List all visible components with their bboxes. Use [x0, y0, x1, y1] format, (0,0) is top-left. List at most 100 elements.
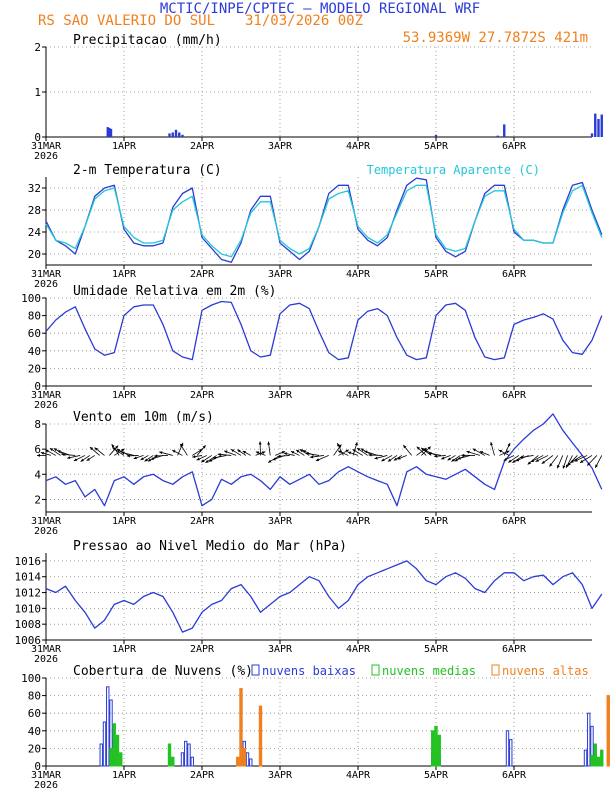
- wind-vector-head: [218, 453, 221, 456]
- clouds-bar: [237, 757, 239, 766]
- wind-x-tick-label: 2APR: [190, 516, 215, 527]
- clouds-bar: [246, 753, 248, 766]
- temp-x-tick-label: 6APR: [502, 269, 527, 280]
- clouds-bar: [116, 735, 118, 766]
- precip-x-tick-label: 4APR: [346, 141, 371, 152]
- clouds-y-tick-label: 60: [28, 707, 41, 720]
- temp-title: 2-m Temperatura (C): [73, 163, 222, 178]
- clouds-bar: [172, 757, 174, 766]
- wind-title: Vento em 10m (m/s): [73, 410, 214, 425]
- precip-x-tick-label: 3APR: [268, 141, 293, 152]
- precip-bar: [601, 115, 603, 138]
- wind-x-tick-label: 5APR: [424, 516, 449, 527]
- temp-x-tick-label: 5APR: [424, 269, 449, 280]
- rh-x-tick-label: 6APR: [502, 390, 527, 401]
- pressure-x-tick-label: 3APR: [268, 644, 293, 655]
- rh-x-tick-label: 2APR: [190, 390, 215, 401]
- pressure-y-tick-label: 1010: [15, 602, 42, 615]
- precip-y-tick-label: 2: [34, 41, 41, 54]
- rh-x-tick-label: 4APR: [346, 390, 371, 401]
- pressure-y-tick-label: 1012: [15, 587, 42, 600]
- clouds-bar: [181, 753, 183, 766]
- clouds-bar: [250, 759, 252, 766]
- rh-x-tick-label: 1APR: [112, 390, 137, 401]
- clouds-bar: [185, 741, 187, 766]
- clouds-bar: [510, 740, 512, 766]
- pressure-title: Pressao ao Nivel Medio do Mar (hPa): [73, 539, 347, 554]
- clouds-x-tick-label: 1APR: [112, 770, 137, 781]
- clouds-x-tick-label: 5APR: [424, 770, 449, 781]
- clouds-bar: [601, 750, 603, 766]
- wind-y-tick-label: 2: [34, 493, 41, 506]
- pressure-x-tick-label: 1APR: [112, 644, 137, 655]
- cloud-legend-swatch: [372, 665, 379, 675]
- precip-bar: [175, 130, 177, 137]
- temp-y-tick-label: 20: [28, 248, 41, 261]
- wind-vector-head: [348, 452, 351, 455]
- rh-y-tick-label: 100: [21, 292, 41, 305]
- precip-x-tick-label: 2APR: [190, 141, 215, 152]
- temp-y-tick-label: 24: [28, 226, 42, 239]
- pressure-y-tick-label: 1008: [15, 618, 42, 631]
- temp-x-tick-label: 2APR: [190, 269, 215, 280]
- clouds-bar: [584, 750, 586, 766]
- precip-bar: [168, 133, 170, 137]
- rh-x-tick-label: 3APR: [268, 390, 293, 401]
- clouds-bar: [191, 757, 193, 766]
- clouds-bar: [506, 731, 508, 766]
- clouds-bar: [597, 757, 599, 766]
- cloud-legend-swatch: [252, 665, 259, 675]
- precip-x-tick-label: 1APR: [112, 141, 137, 152]
- clouds-bar: [435, 726, 437, 766]
- clouds-x-tick-label: 4APR: [346, 770, 371, 781]
- wind-x-tick-label: 6APR: [502, 516, 527, 527]
- clouds-bar: [594, 744, 596, 766]
- clouds-bar: [438, 735, 440, 766]
- clouds-bar: [591, 755, 593, 766]
- rh-x-tick-label: 5APR: [424, 390, 449, 401]
- cloud-legend-swatch: [492, 665, 499, 675]
- cloud-legend-label: nuvens altas: [502, 664, 589, 678]
- rh-y-tick-label: 20: [28, 362, 41, 375]
- clouds-x-tick-label: 3APR: [268, 770, 293, 781]
- header-run-time: 31/03/2026 00Z: [245, 13, 363, 29]
- rh-y-tick-label: 80: [28, 310, 41, 323]
- pressure-line-blue: [46, 561, 602, 632]
- clouds-x-year-label: 2026: [34, 780, 58, 791]
- wind-x-year-label: 2026: [34, 526, 58, 537]
- wind-x-tick-label: 4APR: [346, 516, 371, 527]
- cloud-legend-label: nuvens baixas: [262, 664, 356, 678]
- rh-y-tick-label: 60: [28, 327, 41, 340]
- precip-bar: [597, 119, 599, 137]
- clouds-bar: [103, 722, 105, 766]
- temp-legend-apparent: Temperatura Aparente (C): [367, 163, 540, 177]
- temp-y-tick-label: 32: [28, 182, 41, 195]
- wind-vector-head: [259, 441, 262, 444]
- wind-vector-head: [134, 456, 137, 459]
- pressure-x-year-label: 2026: [34, 654, 58, 665]
- clouds-y-tick-label: 100: [21, 672, 41, 685]
- precip-x-tick-label: 6APR: [502, 141, 527, 152]
- clouds-y-tick-label: 40: [28, 725, 41, 738]
- clouds-x-tick-label: 2APR: [190, 770, 215, 781]
- clouds-x-tick-label: 6APR: [502, 770, 527, 781]
- clouds-y-tick-label: 20: [28, 742, 41, 755]
- clouds-bar: [240, 689, 242, 766]
- clouds-bar: [432, 731, 434, 766]
- clouds-bar: [588, 713, 590, 766]
- precip-title: Precipitacao (mm/h): [73, 33, 222, 48]
- clouds-bar: [259, 706, 261, 766]
- precip-bar: [110, 129, 112, 137]
- clouds-bar: [100, 744, 102, 766]
- pressure-x-tick-label: 5APR: [424, 644, 449, 655]
- precip-bar: [172, 133, 174, 138]
- precip-bar: [594, 114, 596, 137]
- wind-x-tick-label: 1APR: [112, 516, 137, 527]
- pressure-y-tick-label: 1014: [15, 571, 42, 584]
